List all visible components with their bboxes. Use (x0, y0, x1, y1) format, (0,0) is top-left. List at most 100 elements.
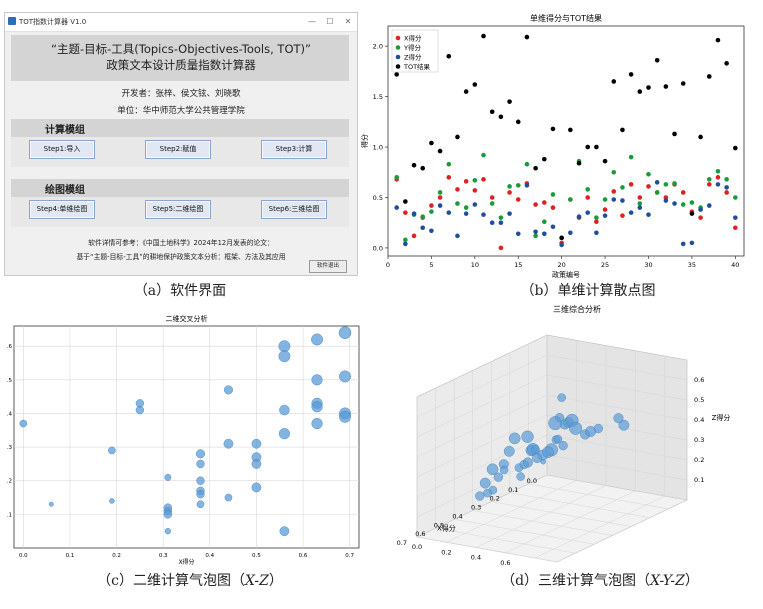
point-1-17 (533, 202, 538, 207)
caption-c: （c）二维计算气泡图（X-Z） (60, 570, 320, 590)
point-2-17 (533, 233, 538, 239)
bubble-36 (339, 370, 351, 383)
x-tick-label: 30 (644, 261, 652, 269)
point-1-38 (715, 175, 721, 180)
step1-import-button[interactable]: Step1:导入 (29, 140, 95, 159)
point-4-33 (672, 131, 677, 137)
point-4-27 (620, 127, 625, 133)
point-4-38 (715, 37, 721, 43)
point-4-18 (541, 156, 547, 162)
bubble-6 (558, 440, 568, 451)
point-2-8 (455, 201, 460, 206)
app-logo-icon (8, 17, 16, 25)
point-1-39 (724, 190, 729, 195)
floor-grid-x (509, 492, 650, 518)
point-2-15 (515, 183, 521, 188)
legend-label: Y得分 (403, 43, 421, 52)
floor-grid-x (454, 519, 595, 545)
bubble-27 (503, 445, 515, 457)
bubble-17 (196, 459, 205, 469)
y-tick-label: 0.2 (441, 548, 451, 556)
point-4-29 (637, 89, 643, 94)
bubble-34 (311, 417, 323, 430)
point-4-15 (515, 119, 521, 125)
point-1-29 (637, 195, 643, 200)
caption-a: （a）软件界面 (133, 283, 227, 299)
point-4-31 (654, 57, 660, 63)
point-3-5 (429, 228, 434, 234)
point-1-8 (455, 187, 460, 192)
bubble-33 (613, 413, 624, 424)
bubble-10 (164, 528, 171, 535)
y-tick-label: 1.5 (373, 93, 383, 101)
bubble-28 (508, 432, 521, 445)
bubble-23 (585, 426, 596, 437)
point-3-8 (455, 233, 460, 239)
y-tick-label: .3 (7, 445, 13, 451)
bubble-28 (278, 350, 291, 363)
institution-text: 单位：华中师范大学公共管理学院 (117, 106, 245, 116)
x-tick-label: 10 (471, 261, 479, 269)
point-2-24 (594, 215, 599, 220)
point-4-9 (463, 89, 469, 94)
bubble-29 (618, 419, 630, 431)
step6-3d-plot-button[interactable]: Step6:三维绘图 (261, 200, 327, 219)
z-tick-label: 0.4 (694, 416, 704, 424)
z-tick-label: 0.5 (694, 396, 704, 404)
x-tick-label: 0.2 (112, 553, 121, 559)
minimize-icon[interactable]: — (308, 17, 316, 26)
point-2-1 (394, 175, 399, 180)
bubble-35 (338, 326, 352, 339)
x-tick-label: 0.5 (434, 521, 444, 529)
point-2-28 (628, 154, 634, 160)
x-tick-label: 35 (688, 261, 696, 269)
bubble-25 (279, 404, 290, 416)
point-2-31 (654, 190, 660, 195)
point-4-40 (733, 145, 738, 151)
step2-assign-button[interactable]: Step2:赋值 (145, 140, 211, 159)
bubble-7 (164, 473, 172, 481)
two-dim-bubble-chart: 二维交叉分析 0.0 0.1 0.2 0.3 0.4 0.5 0.6 0.7 .1 .2 .3 .4 .5… (7, 314, 360, 565)
bubble-30 (483, 488, 492, 498)
exit-button[interactable]: 软件退出 (309, 260, 347, 273)
point-2-14 (507, 184, 512, 189)
point-3-22 (576, 214, 582, 219)
point-1-19 (550, 205, 556, 210)
x-tick-label: 40 (731, 261, 739, 269)
point-3-40 (733, 215, 738, 220)
bubble-38 (339, 410, 351, 423)
point-4-35 (689, 211, 695, 216)
point-3-12 (489, 220, 495, 226)
point-4-6 (437, 148, 443, 154)
x-tick-label: 0.7 (345, 553, 354, 559)
point-4-11 (481, 33, 486, 39)
caption-d-suffix: ） (684, 573, 699, 589)
step5-2d-plot-button[interactable]: Step5:二维绘图 (145, 200, 211, 219)
y-tick-label: 0.0 (412, 543, 422, 551)
bubble-26 (278, 428, 290, 440)
point-3-18 (541, 231, 547, 237)
step3-calculate-button[interactable]: Step3:计算 (261, 140, 327, 159)
bubble-16 (196, 500, 205, 509)
point-3-34 (680, 241, 686, 247)
point-1-7 (446, 175, 452, 180)
bubble-35 (542, 446, 554, 458)
bubble-1 (557, 393, 566, 402)
point-1-18 (541, 200, 547, 205)
back-grid-z (546, 354, 688, 381)
x-axis-label: 政策编号 (552, 270, 580, 279)
close-icon[interactable]: ✕ (344, 17, 352, 26)
reference-line2: 基于“主题-目标-工具”的耕地保护政策文本分析：框架、方法及其应用 (76, 253, 286, 261)
x-tick-label: 5 (429, 261, 433, 269)
single-dim-scatter-chart: 单维得分与TOT结果 0 5 10 15 20 25 30 35 40 0.0 0.5 1.0 1.5 2.… (360, 13, 745, 279)
maximize-icon[interactable]: ☐ (326, 17, 334, 26)
y-tick-label: .2 (7, 479, 12, 485)
bubble-34 (532, 453, 543, 464)
point-2-39 (724, 177, 729, 182)
point-3-28 (628, 210, 634, 215)
floor-grid-x (528, 483, 669, 510)
bubble-36 (479, 477, 491, 489)
step4-1d-plot-button[interactable]: Step4:单维绘图 (29, 200, 95, 219)
point-2-6 (437, 190, 443, 195)
